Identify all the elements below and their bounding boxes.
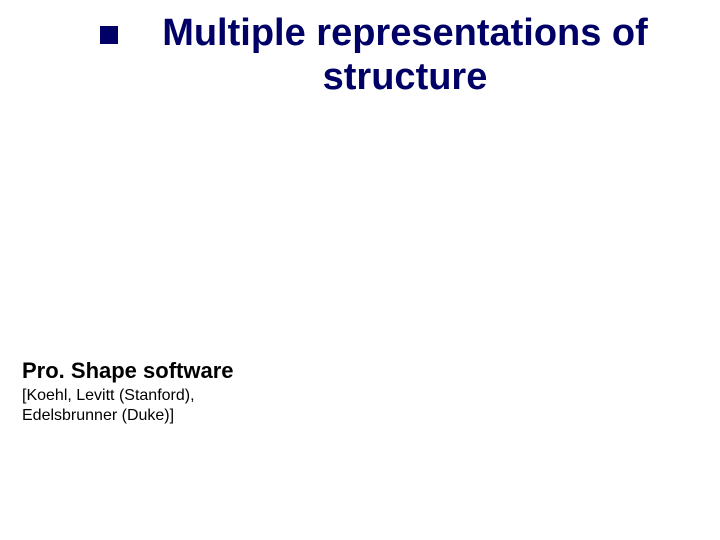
slide-title: Multiple representations of structure	[130, 12, 680, 99]
title-line-1: Multiple representations of	[162, 12, 648, 54]
subtitle-container: Pro. Shape software [Koehl, Levitt (Stan…	[22, 358, 234, 426]
bullet-icon	[100, 26, 118, 44]
citation-line-2: Edelsbrunner (Duke)]	[22, 407, 174, 424]
software-name: Pro. Shape software	[22, 358, 234, 384]
citation-line-1: [Koehl, Levitt (Stanford),	[22, 387, 195, 404]
title-line-2: structure	[323, 56, 488, 98]
title-container: Multiple representations of structure	[100, 12, 680, 99]
citation: [Koehl, Levitt (Stanford), Edelsbrunner …	[22, 386, 234, 426]
